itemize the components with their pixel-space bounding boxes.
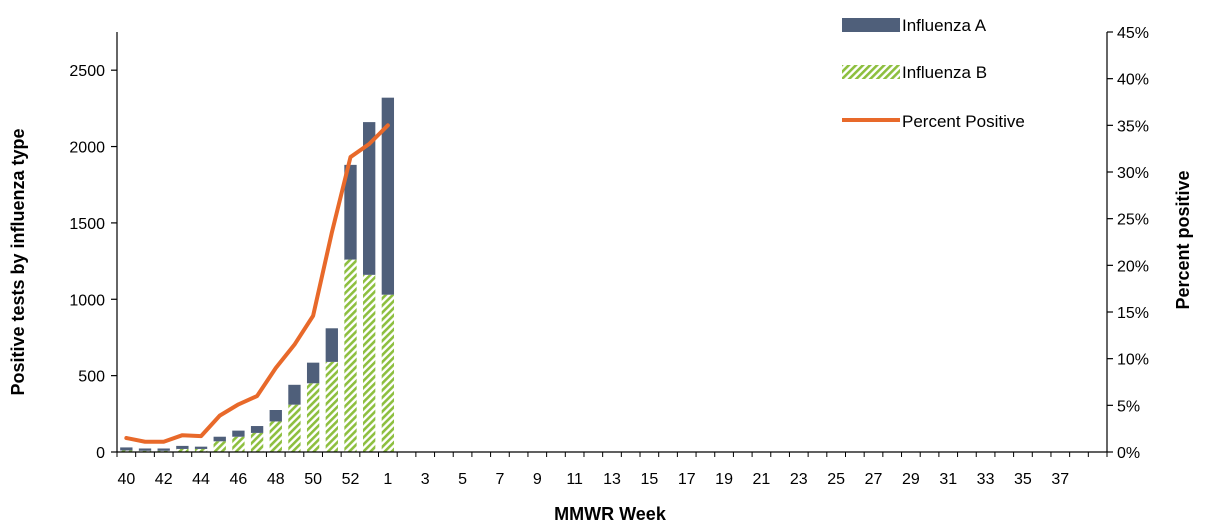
x-tick-label: 5 [458,471,467,488]
bar-influenza-a [269,410,282,422]
bar-influenza-b [288,404,301,452]
x-axis-title: MMWR Week [554,504,667,524]
left-tick-label: 1000 [69,292,105,309]
legend-label-influenza-b: Influenza B [902,63,987,82]
left-tick-label: 2000 [69,140,105,157]
legend-label-percent-positive: Percent Positive [902,112,1025,131]
x-tick-label: 44 [192,471,210,488]
bar-influenza-a [157,448,170,451]
x-tick-label: 33 [977,471,995,488]
bar-influenza-b [325,361,338,452]
x-tick-label: 17 [678,471,696,488]
right-y-ticks: 0% 5% 10% 15% 20% 25% 30% 35% 40% 45% [1107,25,1149,462]
x-tick-label: 13 [603,471,621,488]
bar-influenza-a [306,362,320,384]
right-tick-label: 25% [1117,212,1149,229]
x-tick-label: 40 [117,471,135,488]
right-tick-label: 5% [1117,398,1140,415]
right-tick-label: 15% [1117,305,1149,322]
line-layer [124,123,390,444]
bar-influenza-a [363,122,376,275]
bars-layer [120,97,395,452]
x-tick-label: 3 [421,471,430,488]
bar-influenza-b [306,383,320,452]
y2-axis-title: Percent positive [1173,170,1193,309]
left-tick-label: 500 [78,369,105,386]
x-tick-label: 50 [304,471,322,488]
bar-influenza-a [176,445,189,449]
x-tick-label: 21 [753,471,771,488]
bar-influenza-a [344,164,357,260]
left-tick-label: 2500 [69,63,105,80]
x-tick-label: 29 [902,471,920,488]
bar-influenza-b [250,432,264,452]
x-tick-label: 9 [533,471,542,488]
right-tick-label: 20% [1117,258,1149,275]
bar-influenza-a [381,97,395,295]
bar-influenza-a [232,430,245,437]
legend: Influenza A Influenza B Percent Positive [842,16,1025,131]
bar-influenza-b [269,421,282,452]
bar-influenza-b [176,448,189,452]
right-tick-label: 30% [1117,165,1149,182]
bar-influenza-b [381,294,395,452]
bar-influenza-a [288,384,301,405]
bar-influenza-b [138,450,152,452]
x-ticks: 40 42 44 46 48 50 52 1 3 5 7 9 11 13 15 17 19 21 23 25 27 29 3… [116,452,1108,488]
x-tick-label: 37 [1051,471,1069,488]
right-tick-label: 10% [1117,352,1149,369]
x-tick-label: 7 [495,471,504,488]
x-tick-label: 46 [230,471,248,488]
legend-swatch-influenza-b [842,65,900,79]
x-tick-label: 23 [790,471,808,488]
bar-influenza-b [213,441,226,452]
x-tick-label: 48 [267,471,285,488]
bar-influenza-b [194,448,208,452]
bar-influenza-a [250,426,264,433]
x-tick-label: 1 [383,471,392,488]
right-tick-label: 40% [1117,72,1149,89]
y-axis-title: Positive tests by influenza type [8,128,28,395]
bar-influenza-a [213,436,226,442]
left-tick-label: 1500 [69,216,105,233]
legend-swatch-influenza-a [842,18,900,32]
right-tick-label: 35% [1117,118,1149,135]
right-tick-label: 0% [1117,445,1140,462]
x-tick-label: 25 [827,471,845,488]
bar-influenza-b [120,450,133,452]
x-tick-label: 31 [939,471,957,488]
legend-label-influenza-a: Influenza A [902,16,987,35]
x-tick-label: 35 [1014,471,1032,488]
bar-influenza-b [363,274,376,452]
x-tick-label: 11 [566,471,583,488]
x-tick-label: 19 [715,471,733,488]
x-tick-label: 27 [865,471,883,488]
x-tick-label: 42 [155,471,173,488]
bar-influenza-a [325,328,338,362]
line-percent-positive [124,123,390,444]
left-y-ticks: 0 500 1000 1500 2000 2500 [69,63,117,462]
x-tick-label: 52 [342,471,360,488]
right-tick-label: 45% [1117,25,1149,42]
bar-influenza-b [232,436,245,452]
bar-influenza-a [138,448,152,451]
bar-influenza-a [120,447,133,451]
left-tick-label: 0 [96,445,105,462]
bar-influenza-b [344,259,357,452]
x-tick-label: 15 [640,471,658,488]
bar-influenza-b [157,450,170,452]
bar-influenza-a [194,446,208,449]
